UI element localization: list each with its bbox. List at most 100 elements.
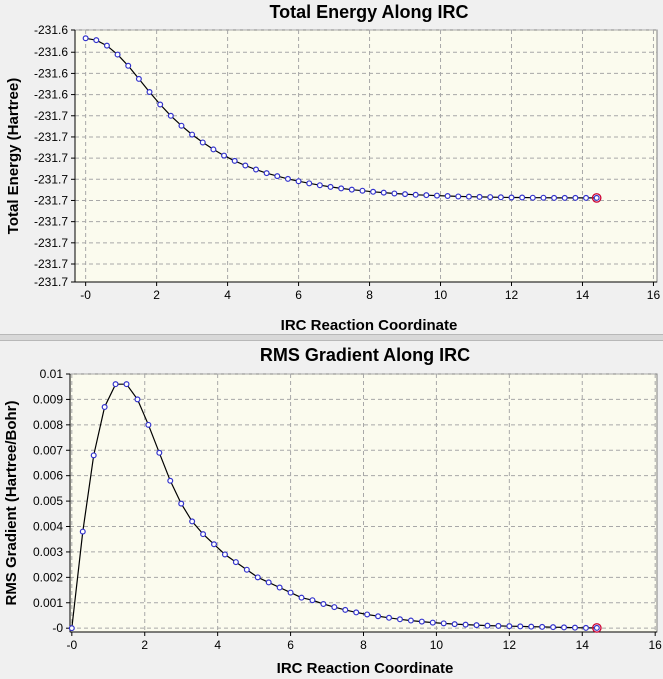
data-point[interactable] <box>407 617 414 624</box>
data-point[interactable] <box>462 621 469 628</box>
data-point[interactable] <box>519 194 526 201</box>
data-point[interactable] <box>221 152 228 159</box>
data-point[interactable] <box>506 623 513 630</box>
data-point[interactable] <box>451 621 458 628</box>
data-point[interactable] <box>200 531 207 538</box>
data-point[interactable] <box>298 594 305 601</box>
data-point[interactable] <box>331 604 338 611</box>
data-point[interactable] <box>338 185 345 192</box>
data-point[interactable] <box>412 191 419 198</box>
data-point[interactable] <box>125 62 132 69</box>
data-point[interactable] <box>495 622 502 629</box>
data-point[interactable] <box>167 477 174 484</box>
data-point[interactable] <box>274 173 281 180</box>
data-point[interactable] <box>540 194 547 201</box>
data-point[interactable] <box>254 574 261 581</box>
data-point[interactable] <box>440 620 447 627</box>
data-point[interactable] <box>211 541 218 548</box>
data-point[interactable] <box>93 37 100 44</box>
data-point[interactable] <box>306 180 313 187</box>
data-point[interactable] <box>342 606 349 613</box>
data-point[interactable] <box>114 51 121 58</box>
data-point[interactable] <box>550 624 557 631</box>
data-point[interactable] <box>327 183 334 190</box>
data-point[interactable] <box>101 404 108 411</box>
data-point[interactable] <box>82 35 89 42</box>
data-point[interactable] <box>517 623 524 630</box>
data-point[interactable] <box>178 500 185 507</box>
data-point[interactable] <box>391 190 398 197</box>
data-point[interactable] <box>593 624 600 631</box>
data-point[interactable] <box>561 194 568 201</box>
data-point[interactable] <box>529 194 536 201</box>
data-point[interactable] <box>402 191 409 198</box>
data-point[interactable] <box>465 193 472 200</box>
data-point[interactable] <box>539 623 546 630</box>
data-point[interactable] <box>199 139 206 146</box>
data-point[interactable] <box>265 579 272 586</box>
data-point[interactable] <box>380 189 387 196</box>
data-point[interactable] <box>444 193 451 200</box>
data-point[interactable] <box>287 589 294 596</box>
data-point[interactable] <box>497 194 504 201</box>
data-point[interactable] <box>418 618 425 625</box>
data-point[interactable] <box>243 566 250 573</box>
data-point[interactable] <box>433 192 440 199</box>
data-point[interactable] <box>123 381 130 388</box>
data-point[interactable] <box>396 616 403 623</box>
data-point[interactable] <box>348 186 355 193</box>
data-point[interactable] <box>189 518 196 525</box>
data-point[interactable] <box>146 89 153 96</box>
data-point[interactable] <box>455 193 462 200</box>
data-point[interactable] <box>375 613 382 620</box>
data-point[interactable] <box>252 166 259 173</box>
data-point[interactable] <box>90 452 97 459</box>
data-point[interactable] <box>487 194 494 201</box>
data-point[interactable] <box>508 194 515 201</box>
data-point[interactable] <box>134 396 141 403</box>
data-point[interactable] <box>484 622 491 629</box>
data-point[interactable] <box>359 187 366 194</box>
data-point[interactable] <box>386 614 393 621</box>
data-point[interactable] <box>473 622 480 629</box>
data-point[interactable] <box>571 624 578 631</box>
data-point[interactable] <box>231 157 238 164</box>
data-point[interactable] <box>320 601 327 608</box>
data-point[interactable] <box>284 175 291 182</box>
data-point[interactable] <box>528 623 535 630</box>
data-point[interactable] <box>364 611 371 618</box>
data-point[interactable] <box>276 584 283 591</box>
data-point[interactable] <box>157 101 164 108</box>
data-point[interactable] <box>103 42 110 49</box>
data-point[interactable] <box>145 421 152 428</box>
data-point[interactable] <box>210 146 217 153</box>
data-point[interactable] <box>561 624 568 631</box>
data-point[interactable] <box>112 381 119 388</box>
data-point[interactable] <box>551 194 558 201</box>
data-point[interactable] <box>156 449 163 456</box>
data-point[interactable] <box>316 182 323 189</box>
data-point[interactable] <box>135 75 142 82</box>
data-point[interactable] <box>353 609 360 616</box>
data-point[interactable] <box>189 131 196 138</box>
data-point[interactable] <box>423 192 430 199</box>
data-point[interactable] <box>582 624 589 631</box>
data-point[interactable] <box>263 170 270 177</box>
data-point[interactable] <box>68 625 75 632</box>
data-point[interactable] <box>221 551 228 558</box>
data-point[interactable] <box>242 162 249 169</box>
data-point[interactable] <box>178 122 185 129</box>
data-point[interactable] <box>309 597 316 604</box>
data-point[interactable] <box>572 194 579 201</box>
data-point[interactable] <box>295 178 302 185</box>
current-point-marker[interactable] <box>591 193 602 203</box>
data-point[interactable] <box>476 193 483 200</box>
data-point[interactable] <box>370 188 377 195</box>
data-point[interactable] <box>583 194 590 201</box>
data-point[interactable] <box>232 559 239 566</box>
data-point[interactable] <box>167 112 174 119</box>
data-point[interactable] <box>429 619 436 626</box>
current-point-marker[interactable] <box>591 623 602 633</box>
data-point[interactable] <box>593 194 600 201</box>
data-point[interactable] <box>79 528 86 535</box>
